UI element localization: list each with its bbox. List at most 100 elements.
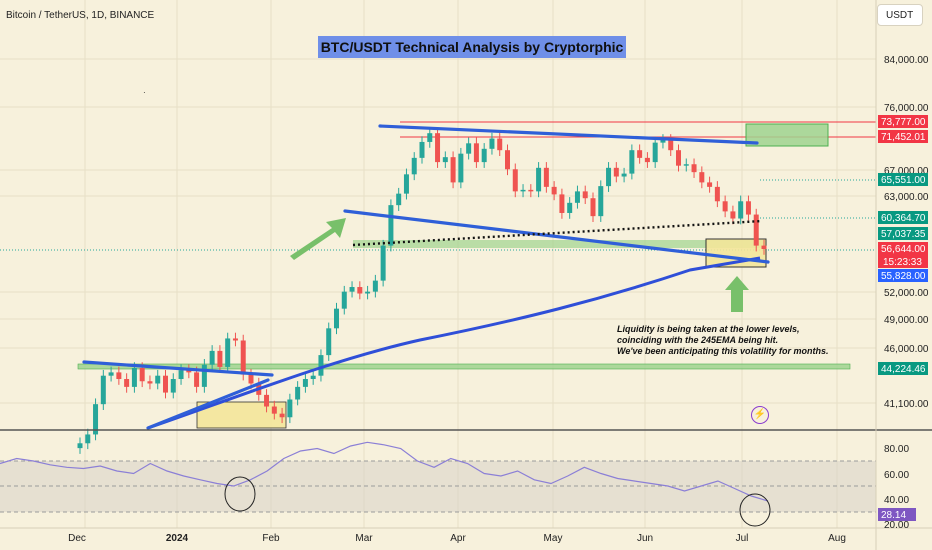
candle-body: [753, 214, 759, 246]
candle-body: [240, 340, 246, 375]
candle-body: [613, 167, 619, 177]
candle-body: [435, 133, 441, 163]
price-label-73777: 73,777.00: [881, 117, 926, 128]
candle-body: [598, 186, 604, 217]
x-label-apr: Apr: [450, 533, 466, 544]
level-lines: [0, 179, 876, 251]
price-label-44224: 44,224.46: [881, 364, 926, 375]
candle-body: [100, 375, 106, 405]
x-label-aug: Aug: [828, 533, 846, 544]
ema-245-line: [147, 256, 761, 430]
candle-body: [163, 375, 168, 393]
candle-body: [271, 406, 277, 414]
candle-body: [295, 386, 301, 400]
candle-body: [637, 150, 643, 158]
candle-body: [473, 143, 479, 163]
candle-body: [606, 167, 612, 187]
annotation-line-2: coinciding with the 245EMA being hit.: [617, 335, 779, 345]
candle-body: [264, 394, 270, 407]
y-tick-49000: 49,000.00: [884, 315, 929, 326]
candle-body: [458, 153, 464, 183]
candle-body: [574, 191, 580, 203]
candle-body: [380, 245, 386, 281]
x-label-2024: 2024: [166, 533, 189, 544]
candle-body: [209, 350, 215, 365]
candle-body: [139, 368, 145, 382]
rsi-circle-left: [224, 476, 256, 512]
price-label-71452: 71,452.01: [881, 132, 926, 143]
green-zone-bottom: [77, 363, 851, 370]
candle-body: [93, 404, 99, 435]
candle-body: [714, 186, 720, 202]
annotation-line-3: We've been anticipating this volatility …: [617, 346, 829, 356]
candle-body: [372, 280, 378, 292]
candle-body: [590, 198, 596, 217]
green-arrows: [290, 218, 749, 312]
price-label-65551: 65,551.00: [881, 175, 926, 186]
candle-body: [442, 157, 448, 163]
rsi-circle-right: [739, 493, 771, 527]
candle-body: [738, 201, 744, 219]
candle-body: [481, 148, 487, 163]
candle-body: [730, 211, 736, 219]
candle-body: [722, 201, 728, 212]
candle-body: [652, 142, 658, 163]
y-tick-41100: 41,100.00: [884, 399, 929, 410]
rsi-tick-40: 40.00: [884, 495, 909, 506]
candle-body: [676, 150, 681, 166]
candle-body: [147, 381, 153, 384]
candle-body: [427, 133, 433, 142]
candle-body: [217, 350, 223, 367]
chart-title-banner: BTC/USDT Technical Analysis by Cryptorph…: [318, 36, 626, 58]
candle-body: [699, 172, 705, 183]
candle-body: [629, 150, 635, 174]
candle-body: [194, 372, 200, 387]
rsi-current-value: 28.14: [881, 510, 906, 521]
candle-body: [520, 189, 526, 192]
candle-body: [232, 338, 238, 341]
candle-body: [512, 169, 518, 192]
annotation-line-1: Liquidity is being taken at the lower le…: [617, 324, 800, 334]
y-tick-84000: 84,000.00: [884, 55, 929, 66]
candle-body: [505, 150, 510, 170]
candle-body: [85, 434, 91, 444]
y-tick-52000: 52,000.00: [884, 288, 929, 299]
x-label-jun: Jun: [637, 533, 653, 544]
candle-body: [225, 338, 231, 367]
y-tick-67000: 67,000.00: [884, 166, 929, 177]
candle-body: [536, 167, 542, 192]
candle-body: [155, 375, 161, 384]
rsi-line: [0, 441, 769, 502]
candle-body: [201, 364, 207, 387]
candle-body: [365, 291, 371, 294]
candle-body: [528, 189, 534, 192]
candle-body: [341, 291, 347, 309]
candle-body: [660, 139, 666, 143]
green-zone-top: [745, 123, 829, 147]
price-labels: 73,777.00 71,452.01 65,551.00 60,364.70 …: [878, 115, 928, 375]
y-tick-63000: 63,000.00: [884, 192, 929, 203]
candle-body: [186, 370, 192, 373]
lightning-icon[interactable]: ⚡: [751, 406, 769, 424]
candle-body: [691, 164, 697, 173]
symbol-header: Bitcoin / TetherUS, 1D, BINANCE: [6, 10, 155, 21]
time-axis-labels: Dec 2024 Feb Mar Apr May Jun Jul Aug: [68, 533, 846, 544]
candle-body: [396, 193, 402, 206]
stray-dot: ·: [143, 88, 146, 97]
candle-body: [248, 374, 254, 384]
price-label-60364: 60,364.70: [881, 213, 926, 224]
rsi-tick-60: 60.00: [884, 470, 909, 481]
price-gridlines: [0, 0, 876, 528]
x-label-dec: Dec: [68, 533, 86, 544]
x-label-mar: Mar: [355, 533, 373, 544]
candle-body: [497, 138, 503, 151]
candle-body: [108, 372, 114, 376]
analysis-annotation: Liquidity is being taken at the lower le…: [617, 324, 829, 357]
candle-body: [419, 141, 425, 158]
candle-body: [582, 191, 588, 199]
candle-body: [745, 201, 751, 215]
candle-body: [683, 164, 689, 166]
candle-body: [403, 174, 409, 194]
currency-selector[interactable]: USDT: [877, 4, 923, 26]
